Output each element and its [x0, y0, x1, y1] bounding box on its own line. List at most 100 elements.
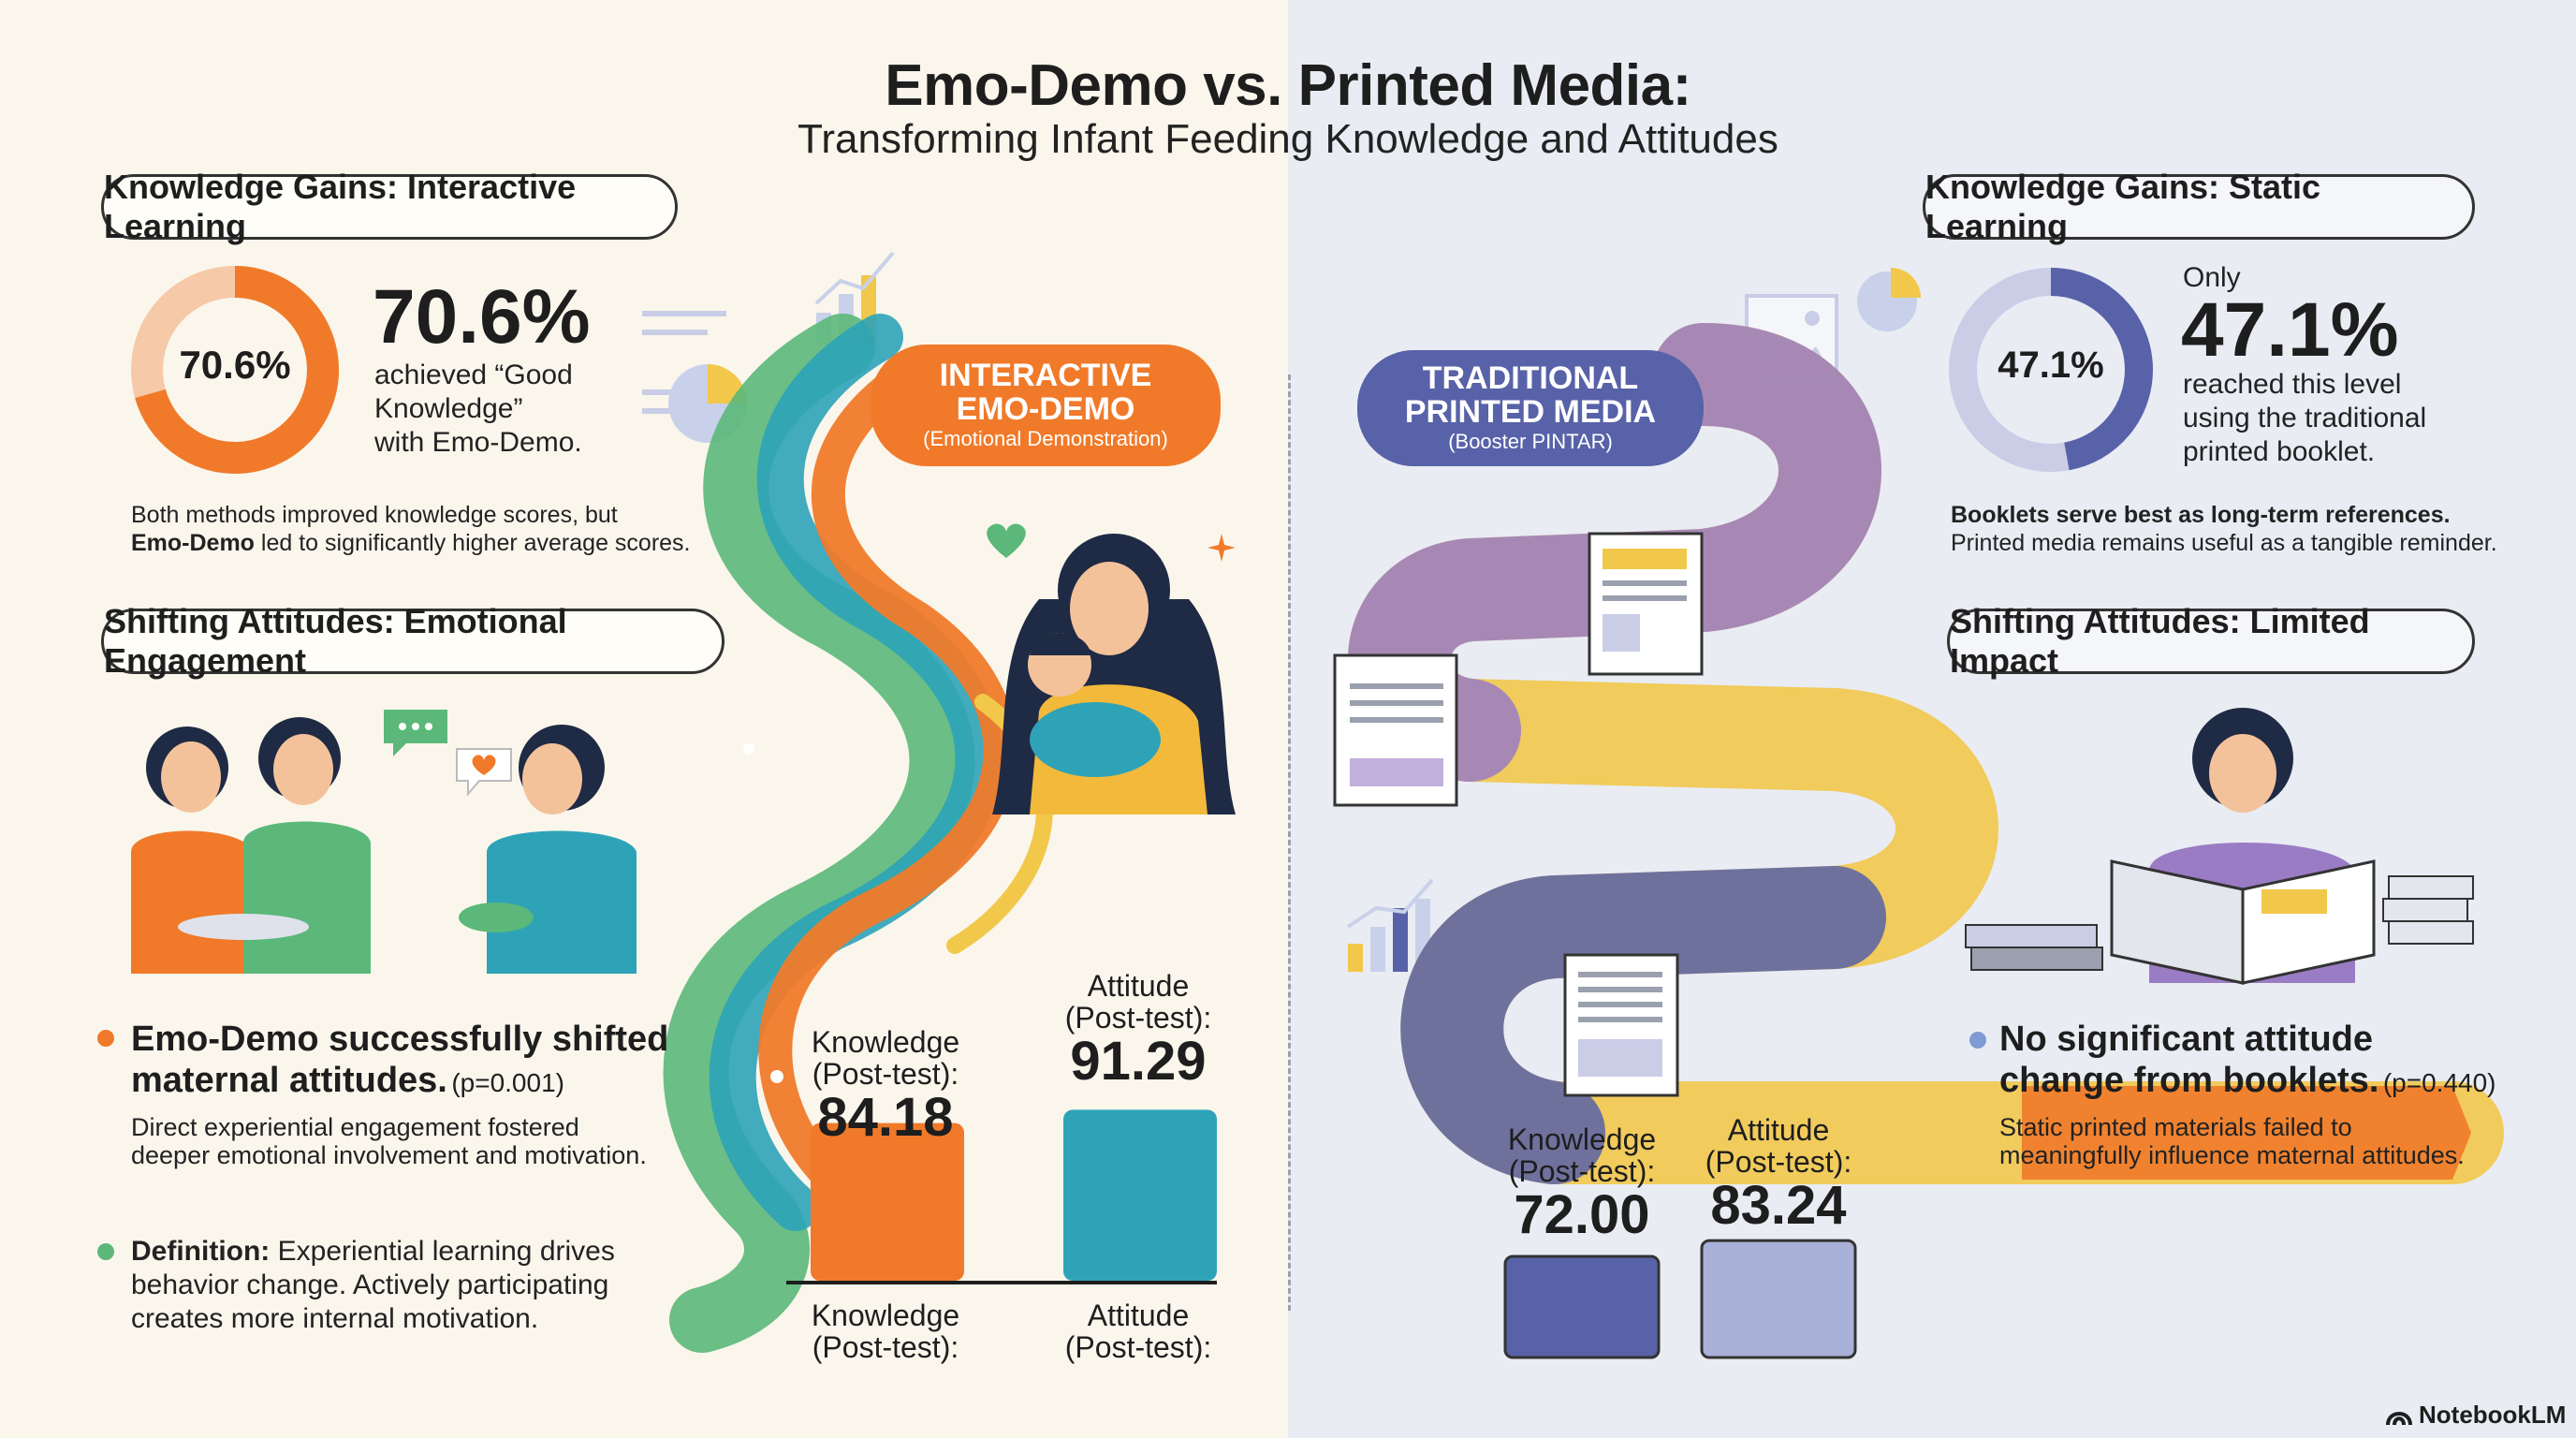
printed-tag-line-1: TRADITIONAL: [1422, 360, 1639, 396]
left-bullet-title-2: maternal attitudes.: [131, 1061, 447, 1100]
left-bar2-value: 91.29: [1070, 1031, 1207, 1092]
right-bullet-title-2-line: change from booklets. (p=0.440): [1999, 1060, 2496, 1101]
page-subtitle: Transforming Infant Feeding Knowledge an…: [798, 116, 1778, 162]
left-stat-desc-1: achieved “Good: [374, 360, 573, 390]
left-bullet-dot-1: [97, 1030, 114, 1047]
right-stat-desc-2: using the traditional: [2183, 403, 2427, 433]
left-donut-label: 70.6%: [179, 343, 291, 387]
mother-baby-illustration: [992, 534, 1236, 814]
left-def-line-2: behavior change. Actively participating: [131, 1269, 609, 1300]
interactive-emo-demo-tag: INTERACTIVE EMO-DEMO (Emotional Demonstr…: [871, 345, 1221, 466]
left-bar1-label-2: (Post-test):: [812, 1057, 959, 1091]
right-bullet-title-2: change from booklets.: [1999, 1061, 2379, 1100]
notebooklm-label: NotebookLM: [2419, 1401, 2567, 1429]
page-title: Emo-Demo vs. Printed Media:: [885, 53, 1691, 118]
right-donut-chart: [1949, 268, 2153, 472]
right-bar2-label: Attitude (Post-test):: [1685, 1114, 1872, 1178]
right-bar1-label: Knowledge (Post-test):: [1488, 1123, 1676, 1187]
printed-tag-line-2: PRINTED MEDIA: [1404, 394, 1657, 430]
right-bar1-label-1: Knowledge: [1507, 1123, 1657, 1156]
left-attitude-heading: Shifting Attitudes: Emotional Engagement: [101, 602, 724, 680]
interactive-tag-line-2: EMO-DEMO: [956, 391, 1135, 427]
right-knowledge-heading: Knowledge Gains: Static Learning: [1923, 168, 2475, 245]
left-note-line-2: Emo-Demo led to significantly higher ave…: [131, 528, 691, 558]
left-bullet-desc-2: deeper emotional involvement and motivat…: [131, 1141, 647, 1169]
right-bar-attitude: [1700, 1239, 1857, 1359]
right-note-line: Printed media remains useful as a tangib…: [1951, 530, 2497, 556]
heart-chat-icon: [456, 748, 512, 797]
left-bar1-label-1: Knowledge: [811, 1025, 960, 1059]
right-bullet-title-1: No significant attitude: [1999, 1020, 2373, 1059]
left-knowledge-heading: Knowledge Gains: Interactive Learning: [101, 168, 678, 245]
interactive-tag-line-3: (Emotional Demonstration): [923, 427, 1168, 450]
right-bar2-label-2: (Post-test):: [1705, 1145, 1852, 1179]
left-donut-chart: [131, 266, 339, 474]
left-def-text-1: Experiential learning drives: [270, 1236, 615, 1267]
left-bar-chart: [786, 1109, 1217, 1284]
left-bar1-caption-2: (Post-test):: [812, 1330, 959, 1364]
interactive-tag-line-1: INTERACTIVE: [939, 358, 1152, 393]
left-bar-attitude: [1063, 1109, 1217, 1281]
right-donut-label: 47.1%: [1998, 345, 2104, 386]
right-bar2-label-1: Attitude: [1727, 1113, 1830, 1147]
left-note-line-1: Both methods improved knowledge scores, …: [131, 502, 618, 528]
left-stat-desc-2: Knowledge”: [374, 393, 523, 424]
document-icon-3: [1563, 953, 1679, 1097]
left-bar2-label-1: Attitude: [1087, 969, 1190, 1003]
center-divider: [1288, 374, 1291, 1311]
right-bullet-desc-2: meaningfully influence maternal attitude…: [1999, 1141, 2465, 1169]
left-bar2-caption: Attitude (Post-test):: [1045, 1299, 1232, 1363]
sparkle-icon: [1208, 534, 1236, 562]
left-def-line-1: Definition: Experiential learning drives: [131, 1234, 615, 1269]
right-bullet-dot: [1969, 1032, 1986, 1049]
right-bullet-desc-1: Static printed materials failed to: [1999, 1113, 2352, 1141]
right-bullet-p: (p=0.440): [2382, 1068, 2496, 1097]
chat-bubble-icon: [384, 710, 447, 756]
left-def-line-3: creates more internal motivation.: [131, 1303, 539, 1334]
left-note-bold: Emo-Demo: [131, 530, 255, 556]
heart-icon: [987, 523, 1026, 558]
right-big-stat: 47.1%: [2181, 287, 2399, 373]
left-bullet-desc-1: Direct experiential engagement fostered: [131, 1113, 579, 1141]
printed-tag-line-3: (Booster PINTAR): [1448, 430, 1613, 453]
left-bar2-label: Attitude (Post-test):: [1045, 970, 1232, 1034]
left-def-bold: Definition:: [131, 1236, 271, 1267]
printed-media-road-ribbon: [1348, 323, 2504, 1184]
left-bar1-caption: Knowledge (Post-test):: [792, 1299, 979, 1363]
document-icon: [1588, 532, 1704, 676]
left-stat-desc-3: with Emo-Demo.: [374, 427, 582, 458]
left-bar2-label-2: (Post-test):: [1064, 1001, 1212, 1034]
right-pie-chart-icon: [1857, 268, 1921, 331]
left-big-stat: 70.6%: [373, 274, 591, 360]
left-bullet-title-2-line: maternal attitudes. (p=0.001): [131, 1060, 564, 1101]
left-bar1-label: Knowledge (Post-test):: [792, 1026, 979, 1090]
left-bar2-caption-1: Attitude: [1087, 1299, 1190, 1332]
right-stat-desc-3: printed booklet.: [2183, 436, 2376, 467]
left-bullet-dot-2: [97, 1243, 114, 1260]
notebooklm-logo-icon: [2386, 1411, 2412, 1425]
right-attitude-heading: Shifting Attitudes: Limited Impact: [1947, 602, 2475, 680]
notebooklm-brand: NotebookLM: [2385, 1401, 2566, 1430]
right-bar-chart-icon: [1346, 878, 1434, 972]
left-bar2-caption-2: (Post-test):: [1064, 1330, 1212, 1364]
right-donut-arc: [1949, 268, 2153, 472]
left-note-rest: led to significantly higher average scor…: [254, 530, 691, 556]
left-donut-arc: [131, 266, 339, 474]
left-bullet-p: (p=0.001): [451, 1068, 564, 1097]
left-bar1-caption-1: Knowledge: [811, 1299, 960, 1332]
woman-reading-illustration: [1965, 708, 2474, 985]
right-bar-chart: [1503, 1239, 1857, 1359]
right-bar2-value: 83.24: [1710, 1175, 1847, 1236]
right-bar-knowledge: [1503, 1255, 1661, 1359]
printed-media-tag: TRADITIONAL PRINTED MEDIA (Booster PINTA…: [1357, 350, 1704, 466]
right-bar1-value: 72.00: [1514, 1184, 1650, 1245]
left-bullet-title-1: Emo-Demo successfully shifted: [131, 1020, 669, 1059]
left-bar-knowledge: [811, 1123, 964, 1281]
right-stat-desc-1: reached this level: [2183, 369, 2402, 400]
document-icon-2: [1333, 653, 1458, 807]
left-bar1-value: 84.18: [817, 1087, 954, 1148]
women-discussion-illustration: [131, 717, 637, 974]
right-bar1-label-2: (Post-test):: [1508, 1154, 1656, 1188]
right-note-bold: Booklets serve best as long-term referen…: [1951, 502, 2451, 528]
right-only-label: Only: [2183, 262, 2241, 293]
